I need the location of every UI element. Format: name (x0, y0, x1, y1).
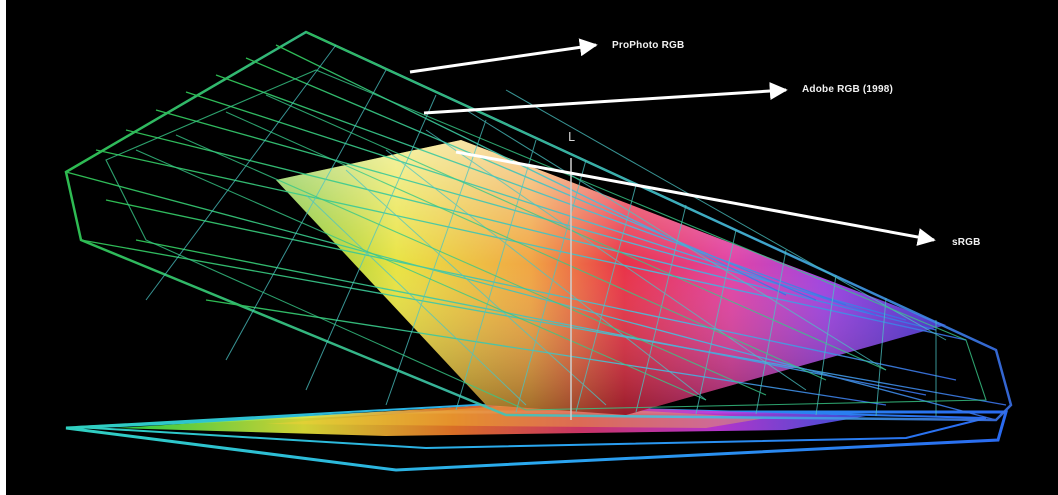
adobe-wireframe (105, 69, 987, 411)
wire-cross-lines (145, 44, 947, 417)
gamut-3d-plot (64, 30, 1013, 472)
label-l-axis: L (568, 130, 575, 144)
arrow-prophoto (409, 38, 598, 74)
gamut-floor (65, 403, 1008, 472)
label-adobe-rgb: Adobe RGB (1998) (802, 84, 893, 95)
arrow-adobe (423, 82, 788, 115)
arrow-srgb (455, 150, 936, 246)
gamut-diagram: ProPhoto RGB Adobe RGB (1998) sRGB L (6, 0, 1058, 495)
prophoto-wireframe (64, 30, 1013, 422)
annotation-arrows (409, 38, 936, 246)
label-prophoto-rgb: ProPhoto RGB (612, 40, 685, 51)
label-srgb: sRGB (952, 237, 981, 248)
